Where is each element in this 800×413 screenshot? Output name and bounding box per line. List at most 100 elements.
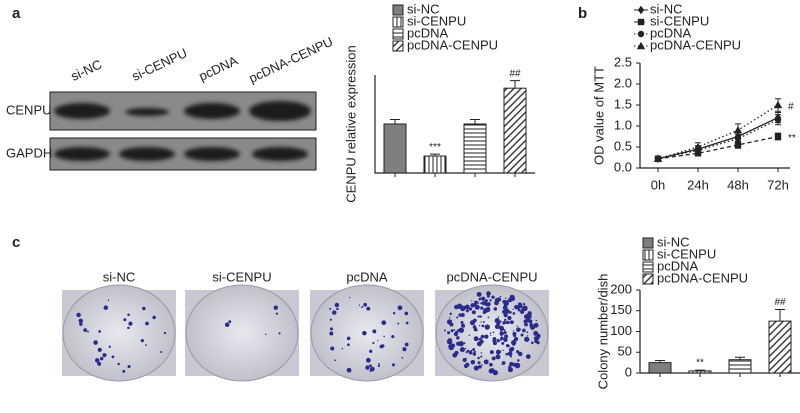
colony — [481, 324, 485, 328]
colony — [520, 309, 525, 314]
colony — [503, 313, 508, 318]
colony — [461, 307, 464, 309]
colony — [122, 369, 126, 373]
colony — [336, 307, 339, 311]
colony — [117, 362, 120, 366]
colony — [476, 291, 482, 297]
colony — [79, 322, 83, 326]
colony — [349, 296, 351, 299]
colony — [473, 336, 479, 342]
bar — [423, 155, 447, 174]
y-axis-label: CENPU relative expression — [343, 45, 358, 203]
point — [773, 100, 783, 109]
colony — [499, 295, 502, 298]
colony — [482, 321, 485, 324]
colony — [334, 302, 340, 308]
panel-label: c — [12, 234, 20, 251]
colony — [450, 343, 456, 348]
colony — [391, 335, 395, 339]
colony — [450, 329, 454, 333]
colony — [478, 364, 482, 369]
colony — [87, 330, 89, 333]
colony — [499, 320, 502, 323]
colony — [347, 343, 350, 347]
colony — [514, 304, 519, 310]
colony — [504, 318, 507, 322]
colony — [516, 325, 518, 327]
x-tick-label: 0h — [651, 177, 665, 192]
colony — [363, 302, 367, 307]
colony — [527, 311, 532, 316]
colony — [486, 291, 491, 296]
colony — [472, 348, 476, 352]
colony — [473, 350, 476, 353]
bar — [768, 320, 792, 374]
colony — [504, 334, 509, 339]
colony — [497, 350, 502, 354]
bar — [688, 370, 712, 374]
colony — [504, 308, 510, 314]
dish — [310, 284, 424, 382]
colony — [404, 342, 409, 347]
colony — [501, 328, 504, 331]
colony — [492, 331, 495, 334]
x-tick-label: 72h — [767, 177, 789, 192]
colony — [500, 329, 502, 332]
panel-label: b — [578, 5, 587, 22]
colony — [487, 316, 490, 319]
colony — [471, 310, 476, 315]
colony — [278, 332, 281, 335]
colony — [506, 320, 510, 325]
colony — [517, 302, 522, 307]
colony — [534, 339, 539, 344]
colony — [476, 341, 482, 347]
colony — [330, 346, 335, 351]
colony — [521, 308, 524, 311]
colony — [535, 319, 538, 322]
colony — [482, 310, 486, 315]
colony — [127, 313, 130, 317]
colony-label: pcDNA-CENPU — [446, 269, 537, 284]
legend-swatch — [642, 261, 654, 273]
colony — [358, 304, 361, 306]
y-tick-label: 1.0 — [614, 117, 632, 132]
error-bar — [510, 80, 520, 89]
colony — [505, 352, 508, 356]
legend-swatch — [392, 40, 404, 52]
colony — [483, 359, 489, 365]
significance: ## — [774, 297, 786, 308]
colony — [273, 305, 278, 310]
colony — [93, 340, 98, 345]
colony — [444, 329, 446, 332]
colony — [377, 364, 381, 368]
error-bar — [470, 118, 480, 124]
legend-label: si-CENPU — [657, 246, 716, 261]
legend-label: pcDNA — [407, 25, 449, 40]
colony — [332, 310, 337, 315]
legend-label: si-CENPU — [407, 13, 466, 28]
colony — [510, 346, 515, 351]
colony — [480, 302, 483, 305]
line — [657, 135, 779, 160]
colony — [485, 302, 490, 307]
colony — [94, 358, 100, 363]
colony — [456, 341, 461, 346]
colony — [491, 356, 496, 361]
colony — [329, 307, 332, 310]
colony — [503, 331, 507, 335]
colony — [377, 339, 379, 342]
colony — [522, 305, 528, 312]
colony — [127, 326, 130, 330]
point — [734, 141, 742, 149]
colony — [493, 307, 498, 311]
colony — [392, 312, 396, 315]
colony — [378, 363, 380, 365]
colony — [470, 360, 476, 365]
colony — [470, 349, 473, 352]
legend-label: pcDNA-CENPU — [650, 37, 741, 52]
colony — [97, 361, 102, 366]
bar — [463, 123, 487, 174]
colony — [346, 367, 352, 373]
colony — [103, 305, 109, 310]
